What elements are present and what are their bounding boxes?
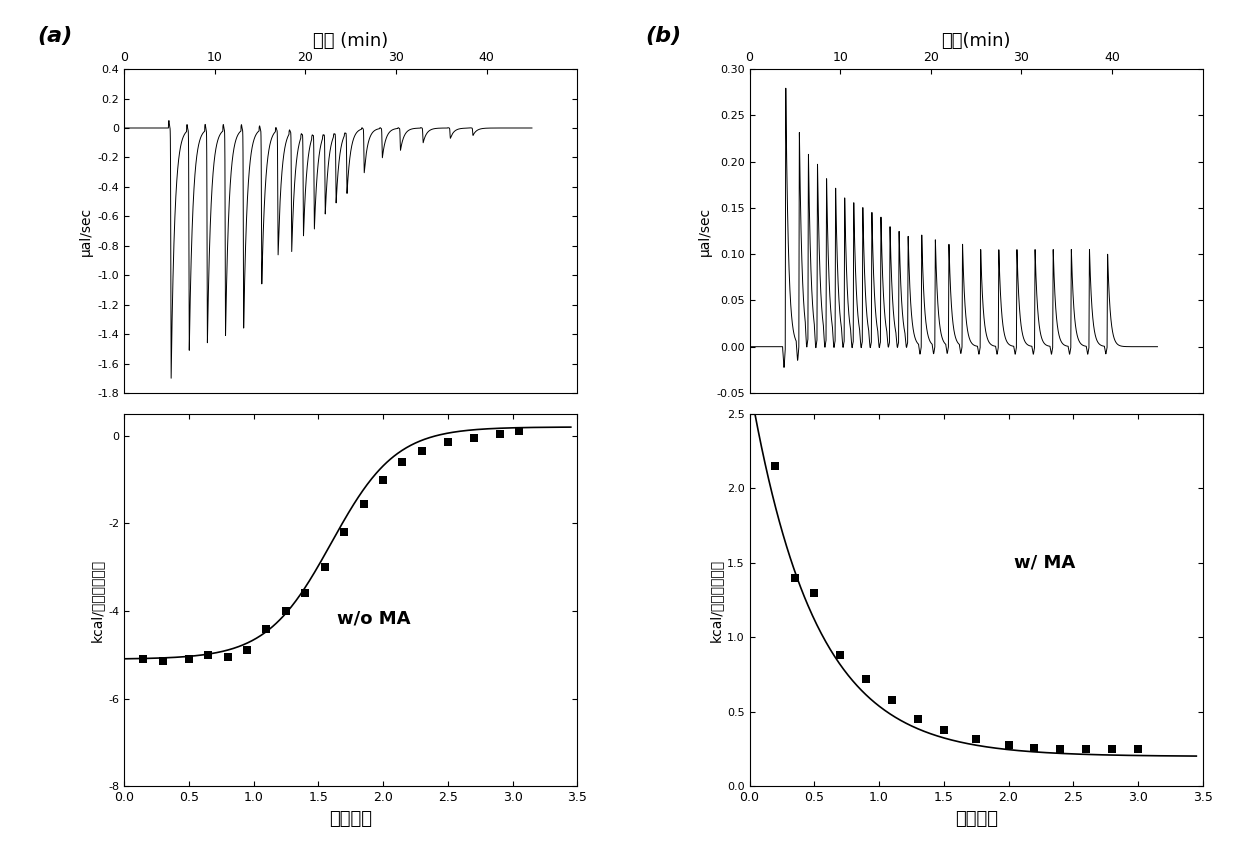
Y-axis label: kcal/添加剂摩尔量: kcal/添加剂摩尔量 — [709, 558, 723, 642]
Point — [438, 435, 458, 449]
Point — [198, 648, 218, 662]
Text: w/o MA: w/o MA — [336, 610, 410, 627]
Point — [134, 652, 154, 666]
Point — [393, 455, 413, 469]
Point — [1024, 740, 1044, 754]
Point — [1050, 742, 1070, 756]
Y-axis label: μal/sec: μal/sec — [79, 206, 93, 256]
Point — [966, 732, 986, 746]
Point — [831, 648, 851, 662]
Point — [179, 652, 198, 666]
Y-axis label: kcal/添加剂摩尔量: kcal/添加剂摩尔量 — [89, 558, 104, 642]
Point — [153, 654, 172, 668]
Point — [908, 712, 928, 726]
Point — [882, 693, 901, 707]
X-axis label: 时间(min): 时间(min) — [941, 32, 1011, 50]
Point — [510, 424, 529, 438]
Point — [335, 525, 355, 539]
Point — [490, 427, 510, 441]
X-axis label: 时间 (min): 时间 (min) — [312, 32, 388, 50]
Point — [237, 644, 257, 658]
X-axis label: 摩尔含量: 摩尔含量 — [329, 810, 372, 828]
Point — [1102, 742, 1122, 756]
Text: (b): (b) — [645, 26, 681, 46]
X-axis label: 摩尔含量: 摩尔含量 — [955, 810, 998, 828]
Point — [934, 722, 954, 736]
Point — [998, 738, 1018, 752]
Point — [295, 587, 315, 600]
Point — [856, 672, 875, 686]
Y-axis label: μal/sec: μal/sec — [698, 206, 712, 256]
Point — [1076, 742, 1096, 756]
Point — [373, 473, 393, 486]
Point — [412, 444, 432, 458]
Point — [218, 650, 238, 664]
Text: (a): (a) — [37, 26, 72, 46]
Point — [805, 586, 825, 600]
Point — [277, 604, 296, 618]
Point — [315, 560, 335, 574]
Point — [1128, 742, 1148, 756]
Point — [785, 571, 805, 585]
Point — [765, 459, 785, 473]
Point — [257, 621, 277, 635]
Point — [464, 431, 484, 445]
Point — [353, 497, 373, 511]
Text: w/ MA: w/ MA — [1013, 554, 1075, 572]
